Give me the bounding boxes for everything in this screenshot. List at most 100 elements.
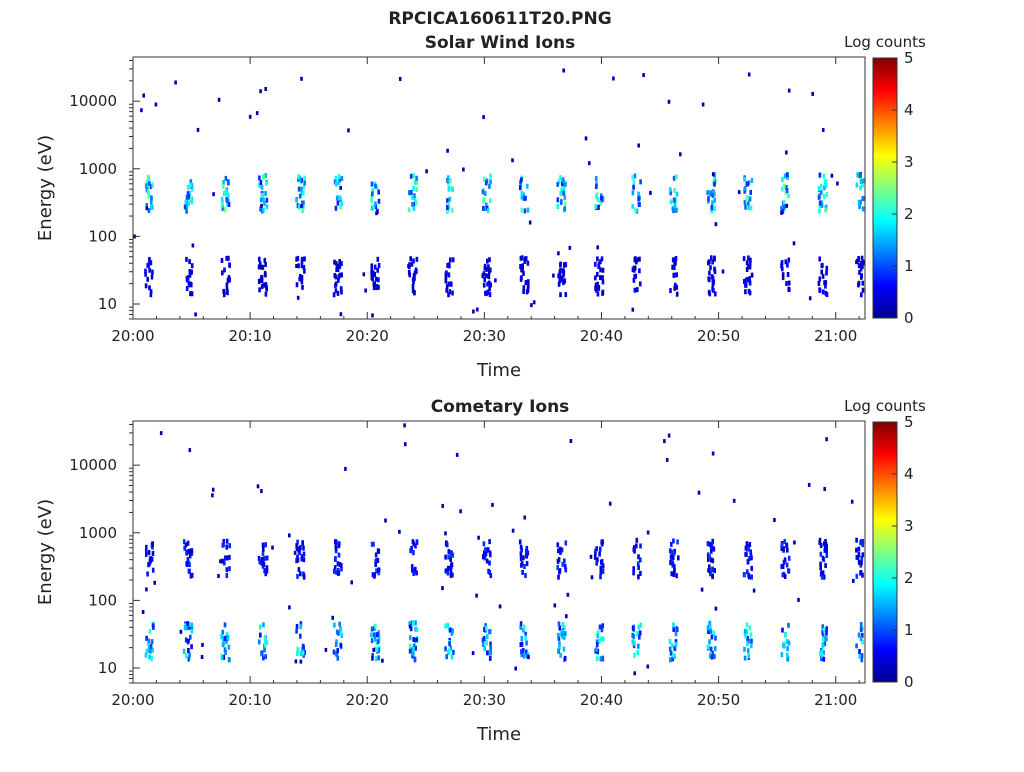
heatmap-cell: [374, 276, 378, 282]
heatmap-cell: [674, 641, 678, 647]
heatmap-cell: [825, 630, 828, 636]
heatmap-cell: [677, 555, 680, 561]
heatmap-cell: [189, 182, 192, 188]
heatmap-cell: [225, 567, 229, 573]
heatmap-cell: [518, 539, 522, 545]
heatmap-cell: [671, 264, 674, 270]
heatmap-cell: [302, 190, 305, 196]
heatmap-cell: [265, 640, 269, 646]
heatmap-cell: [186, 277, 189, 283]
heatmap-cell: [190, 195, 193, 201]
heatmap-cell: [781, 275, 785, 281]
heatmap-cell: [858, 263, 861, 269]
heatmap-cell: [595, 646, 598, 652]
heatmap-cell: [374, 632, 378, 638]
heatmap-cell: [263, 555, 266, 561]
heatmap-cell: [451, 257, 455, 263]
heatmap-cell: [608, 501, 612, 506]
heatmap-cell: [148, 645, 151, 651]
heatmap-cell: [226, 201, 229, 207]
heatmap-cell: [449, 572, 453, 578]
heatmap-cell: [860, 653, 864, 659]
heatmap-cell: [820, 269, 823, 275]
heatmap-cell: [527, 655, 530, 660]
heatmap-cell: [601, 279, 605, 285]
heatmap-cell: [784, 632, 787, 638]
heatmap-cell: [299, 633, 302, 639]
heatmap-cell: [264, 291, 268, 297]
heatmap-cell: [223, 267, 226, 273]
heatmap-cell: [557, 251, 560, 256]
heatmap-cell: [296, 255, 300, 261]
heatmap-cell: [855, 573, 859, 579]
heatmap-cell: [222, 292, 226, 298]
heatmap-cell: [785, 185, 788, 190]
heatmap-cell: [675, 573, 678, 579]
heatmap-cell: [145, 544, 148, 550]
heatmap-cell: [786, 656, 789, 662]
heatmap-cells: [133, 68, 865, 318]
y-tick-label: 10: [98, 295, 117, 313]
heatmap-cell: [783, 557, 787, 563]
heatmap-cell: [411, 651, 415, 657]
heatmap-cell: [263, 257, 267, 263]
heatmap-cell: [444, 278, 448, 284]
heatmap-cell: [746, 200, 750, 206]
heatmap-cell: [301, 647, 304, 653]
heatmap-cell: [414, 267, 418, 273]
heatmap-cell: [448, 196, 452, 202]
heatmap-cell: [484, 273, 488, 279]
heatmap-cell: [260, 184, 264, 190]
heatmap-cell: [707, 622, 711, 628]
heatmap-cell: [522, 624, 526, 630]
heatmap-cell: [713, 256, 716, 262]
heatmap-cell: [824, 178, 828, 184]
heatmap-cell: [598, 546, 602, 552]
heatmap-cell: [862, 259, 865, 265]
heatmap-cell: [184, 542, 188, 548]
heatmap-cell: [600, 559, 603, 565]
heatmap-cell: [190, 572, 194, 578]
colorbar: 0 1 2 3 4 5: [872, 413, 914, 691]
heatmap-cell: [524, 548, 528, 554]
heatmap-cell: [519, 276, 523, 282]
heatmap-cell: [823, 280, 826, 286]
heatmap-cell: [713, 266, 716, 272]
heatmap-cell: [598, 551, 601, 557]
heatmap-cell: [749, 257, 752, 263]
heatmap-cell: [857, 546, 861, 552]
heatmap-cell: [412, 541, 415, 547]
heatmap-cell: [446, 263, 449, 268]
heatmap-cell: [371, 313, 374, 318]
heatmap-cell: [601, 623, 604, 629]
heatmap-cell: [746, 635, 749, 641]
heatmap-cell: [523, 208, 527, 214]
heatmap-cell: [673, 187, 676, 193]
heatmap-cell: [288, 533, 291, 538]
heatmap-cell: [855, 643, 858, 649]
heatmap-cell: [415, 637, 418, 642]
heatmap-cell: [374, 183, 377, 189]
heatmap-cell: [413, 193, 416, 199]
heatmap-cell: [296, 295, 300, 300]
heatmap-cell: [633, 640, 636, 646]
heatmap-cell: [337, 543, 341, 549]
heatmap-cell: [711, 192, 715, 198]
colorbar-tick-label: 3: [904, 153, 914, 171]
heatmap-cell: [783, 173, 787, 179]
heatmap-cell: [189, 548, 192, 554]
heatmap-cell: [744, 277, 748, 283]
heatmap-cell: [821, 653, 824, 659]
heatmap-cell: [668, 187, 672, 193]
heatmap-cell: [559, 652, 562, 658]
heatmap-cell: [376, 639, 380, 645]
heatmap-cell: [475, 593, 478, 598]
heatmap-cell: [446, 148, 449, 153]
heatmap-cell: [785, 203, 788, 208]
heatmap-cell: [563, 195, 567, 201]
heatmap-cell: [563, 655, 567, 661]
y-tick-label: 100: [88, 591, 117, 609]
heatmap-cell: [337, 277, 340, 283]
heatmap-cell: [675, 174, 678, 180]
heatmap-cell: [297, 204, 301, 210]
